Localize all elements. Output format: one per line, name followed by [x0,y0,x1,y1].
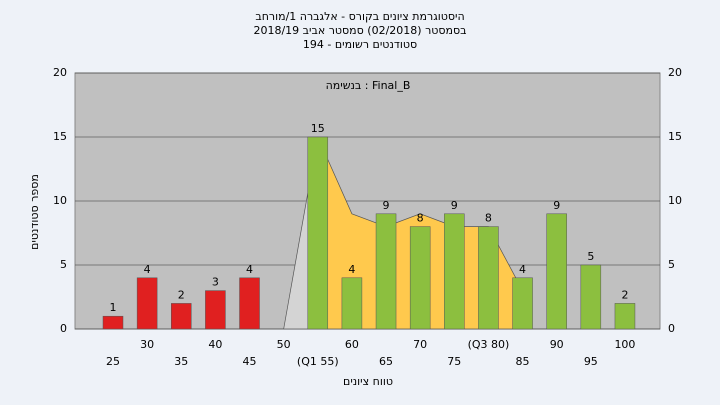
x-tick-label: 90 [550,338,564,351]
data-label: 9 [451,199,458,212]
bar [444,213,465,330]
bar [375,213,397,330]
data-label: 3 [212,276,219,289]
x-tick-label: (Q3 80) [468,338,510,351]
bar [171,303,192,330]
y-tick-label: 15 [53,130,67,143]
x-tick-label: 100 [614,338,635,351]
bar [341,277,363,330]
y-tick-label: 5 [60,258,67,271]
y-tick-label: 0 [60,322,67,335]
data-label: 8 [417,212,424,225]
x-tick-label: 30 [140,338,154,351]
annotation: בנשימה : Final_B [326,79,411,92]
y2-tick-label: 0 [668,322,675,335]
y2-tick-label: 20 [668,66,682,79]
x-tick-label: (Q1 55) [297,355,339,368]
bar [136,277,158,330]
bar [307,136,329,330]
data-label: 4 [144,263,151,276]
x-tick-label: 35 [174,355,188,368]
chart-subtitle: סטודנטים רשומים - 194 [303,38,417,51]
y-tick-label: 10 [53,194,67,207]
data-label: 4 [519,263,526,276]
bar [205,290,226,330]
x-tick-label: 40 [208,338,222,351]
x-tick-label: 50 [277,338,291,351]
y-tick-label: 20 [53,66,67,79]
data-label: 1 [110,301,117,314]
data-label: 4 [246,263,253,276]
data-label: 2 [178,288,185,301]
bar [478,226,499,330]
x-tick-label: 60 [345,338,359,351]
bar [614,303,636,330]
y2-tick-label: 5 [668,258,675,271]
bar [239,277,260,330]
bar [512,277,533,330]
data-label: 5 [587,250,594,263]
x-tick-label: 75 [447,355,461,368]
data-label: 4 [348,263,355,276]
bar [102,315,124,330]
bar [546,213,567,330]
x-axis-label: טווח ציונים [343,375,393,388]
x-tick-label: 85 [516,355,530,368]
bar [580,264,602,330]
x-tick-label: 95 [584,355,598,368]
y-axis-label: מספר סטודנטים [28,174,41,250]
x-tick-label: 70 [413,338,427,351]
data-label: 15 [311,122,325,135]
x-tick-label: 25 [106,355,120,368]
y2-tick-label: 15 [668,130,682,143]
x-tick-label: 45 [243,355,257,368]
data-label: 2 [621,288,628,301]
bar [409,226,431,330]
data-label: 9 [553,199,560,212]
x-tick-label: 65 [379,355,393,368]
chart-title: היסטוגרמת ציונים בקורס - אלגברה 1/מורחב [255,10,464,23]
y2-tick-label: 10 [668,194,682,207]
chart-subtitle: בסמסטר (02/2018) סמסטר אביב 2018/19 [253,24,466,37]
data-label: 9 [383,199,390,212]
data-label: 8 [485,212,492,225]
